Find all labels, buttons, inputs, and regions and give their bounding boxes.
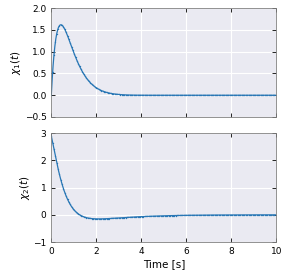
X-axis label: Time [s]: Time [s] [143, 259, 185, 269]
Y-axis label: $\chi_1(t)$: $\chi_1(t)$ [9, 50, 23, 75]
Y-axis label: $\chi_2(t)$: $\chi_2(t)$ [18, 175, 32, 200]
